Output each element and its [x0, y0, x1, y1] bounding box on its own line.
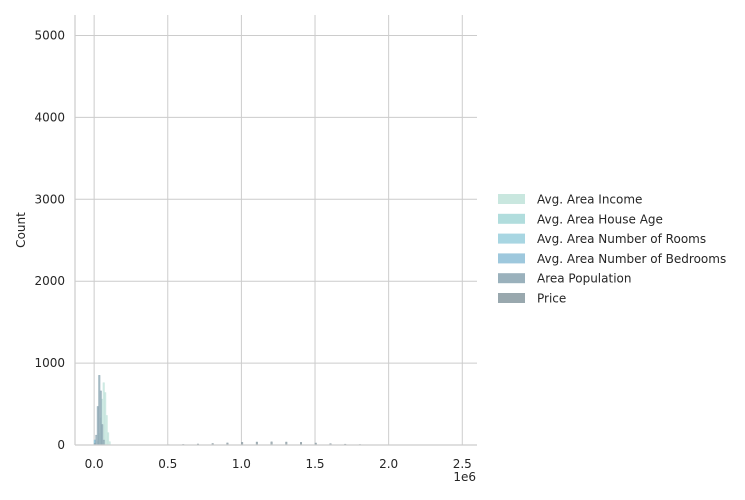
legend-swatch: [498, 194, 525, 204]
x-tick-label: 1.0: [232, 457, 251, 471]
legend-entry-label: Avg. Area House Age: [537, 212, 663, 226]
x-tick-label: 2.5: [453, 457, 472, 471]
legend-entry-label: Price: [537, 292, 566, 306]
y-tick-label: 0: [57, 438, 65, 452]
legend-entry-label: Avg. Area Number of Rooms: [537, 232, 706, 246]
histogram-bar: [102, 439, 105, 446]
y-tick-label: 3000: [34, 192, 65, 206]
grid-layer: [75, 15, 477, 446]
y-tick-label: 4000: [34, 110, 65, 124]
x-tick-label: 2.0: [379, 457, 398, 471]
y-tick-label: 2000: [34, 274, 65, 288]
legend-swatch: [498, 293, 525, 303]
y-tick-label: 5000: [34, 28, 65, 42]
x-tick-label: 0.0: [85, 457, 104, 471]
x-axis-offset-label: 1e6: [453, 470, 476, 484]
y-tick-label: 1000: [34, 356, 65, 370]
legend-swatch: [498, 213, 525, 224]
x-tick-label: 1.5: [305, 457, 324, 471]
legend-entry-label: Avg. Area Number of Bedrooms: [537, 252, 726, 266]
bars-layer: [93, 375, 376, 446]
legend-swatch: [498, 233, 525, 244]
legend-entry-label: Area Population: [537, 272, 631, 286]
legend-swatch: [498, 253, 525, 264]
legend-entry-label: Avg. Area Income: [537, 193, 642, 207]
legend-swatch: [498, 273, 525, 284]
y-axis-label: Count: [14, 212, 28, 248]
legend: Avg. Area Income Avg. Area House Age Avg. …: [498, 193, 726, 306]
x-tick-label: 0.5: [158, 457, 177, 471]
axes-layer: Count 1e6: [14, 15, 477, 484]
ticks-layer: 0.0 0.5 1.0 1.5 2.0 2.5 0 1000 2000 3000 4000 5000: [34, 28, 471, 471]
